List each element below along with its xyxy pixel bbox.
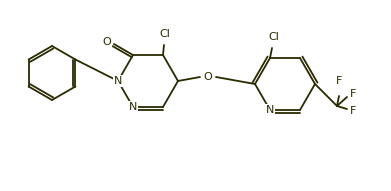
Text: F: F [336,76,342,86]
Text: O: O [102,37,111,47]
Text: N: N [129,102,137,112]
Text: O: O [204,72,212,82]
Text: N: N [266,105,274,115]
Text: N: N [114,76,122,86]
Text: F: F [350,106,356,116]
Text: Cl: Cl [269,32,280,42]
Text: F: F [350,89,356,99]
Text: Cl: Cl [160,29,170,39]
